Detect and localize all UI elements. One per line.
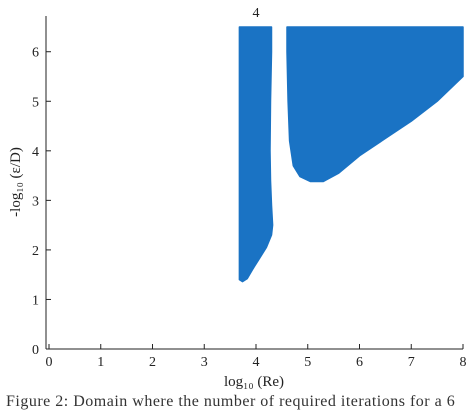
y-axis-title: -log₁₀ (ε/D) xyxy=(8,147,24,217)
x-axis-title: log₁₀ (Re) xyxy=(224,374,284,390)
y-tick-label: 2 xyxy=(32,244,39,259)
data-region-2 xyxy=(286,26,464,183)
y-tick-label: 0 xyxy=(32,343,39,358)
x-tick-label: 6 xyxy=(356,355,363,370)
y-tick-label: 6 xyxy=(32,46,39,61)
y-tick-label: 1 xyxy=(32,293,39,308)
x-tick-label: 2 xyxy=(149,355,156,370)
y-tick-label: 3 xyxy=(32,194,39,209)
x-tick-label: 5 xyxy=(304,355,311,370)
region-annotation: 4 xyxy=(253,6,260,21)
x-axis-ticks: 0 1 2 3 4 5 6 7 8 xyxy=(46,344,467,370)
y-tick-label: 5 xyxy=(32,95,39,110)
x-tick-label: 3 xyxy=(201,355,208,370)
x-tick-label: 1 xyxy=(97,355,104,370)
x-tick-label: 4 xyxy=(253,355,260,370)
y-tick-label: 4 xyxy=(32,145,39,160)
plot-regions xyxy=(238,26,464,283)
y-axis-ticks: 0 1 2 3 4 5 6 xyxy=(32,46,51,358)
x-tick-label: 8 xyxy=(460,355,467,370)
data-region-1 xyxy=(238,26,274,283)
x-tick-label: 7 xyxy=(408,355,415,370)
figure-caption: Figure 2: Domain where the number of req… xyxy=(6,393,456,410)
x-tick-label: 0 xyxy=(46,355,53,370)
